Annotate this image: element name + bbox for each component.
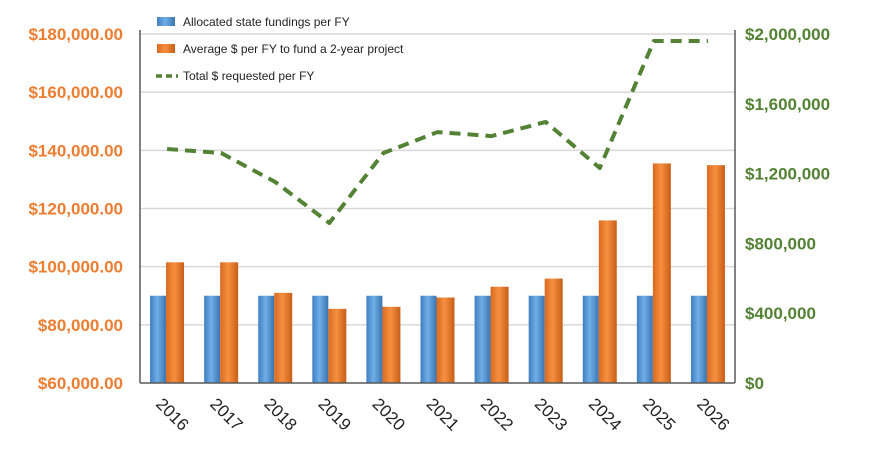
bar-average-2023 bbox=[544, 278, 563, 383]
right-axis-tick-label: $0 bbox=[745, 374, 764, 393]
legend-label: Average $ per FY to fund a 2-year projec… bbox=[183, 42, 404, 56]
x-axis-tick-label: 2018 bbox=[260, 394, 300, 434]
bar-allocated-2023 bbox=[528, 295, 545, 383]
right-axis-tick-label: $1,600,000 bbox=[745, 95, 830, 114]
bar-allocated-2024 bbox=[582, 295, 599, 383]
bar-average-2026 bbox=[706, 165, 725, 383]
legend-swatch-allocated bbox=[157, 17, 175, 26]
left-axis-tick-label: $140,000.00 bbox=[28, 141, 123, 160]
bar-allocated-2026 bbox=[690, 295, 707, 383]
left-axis-tick-label: $60,000.00 bbox=[38, 374, 123, 393]
bar-average-2021 bbox=[436, 297, 455, 383]
bar-average-2018 bbox=[274, 292, 293, 383]
legend-label: Total $ requested per FY bbox=[183, 69, 314, 83]
left-axis-tick-label: $120,000.00 bbox=[28, 200, 123, 219]
x-axis-tick-label: 2024 bbox=[585, 394, 625, 434]
bar-average-2022 bbox=[490, 286, 509, 383]
bar-allocated-2019 bbox=[312, 295, 329, 383]
left-axis-tick-label: $160,000.00 bbox=[28, 83, 123, 102]
bar-average-2019 bbox=[328, 308, 347, 383]
legend-label: Allocated state fundings per FY bbox=[183, 15, 350, 29]
right-axis-tick-label: $2,000,000 bbox=[745, 25, 830, 44]
left-axis-tick-label: $100,000.00 bbox=[28, 258, 123, 277]
bar-allocated-2021 bbox=[420, 295, 437, 383]
right-axis-tick-label: $800,000 bbox=[745, 234, 816, 253]
bar-allocated-2016 bbox=[150, 295, 167, 383]
x-axis-tick-label: 2016 bbox=[152, 394, 192, 434]
x-axis-tick-label: 2019 bbox=[314, 394, 354, 434]
bar-average-2016 bbox=[166, 262, 185, 383]
bar-allocated-2022 bbox=[474, 295, 491, 383]
bar-average-2020 bbox=[382, 306, 401, 383]
total-requested-line bbox=[166, 38, 708, 225]
x-axis-tick-label: 2021 bbox=[423, 394, 463, 434]
left-axis-tick-label: $180,000.00 bbox=[28, 25, 123, 44]
legend-swatch-average bbox=[157, 44, 175, 53]
bar-average-2024 bbox=[598, 220, 617, 383]
bar-average-2025 bbox=[652, 163, 671, 383]
bar-allocated-2025 bbox=[636, 295, 653, 383]
right-axis-tick-label: $400,000 bbox=[745, 304, 816, 323]
bar-average-2017 bbox=[220, 262, 239, 383]
bar-allocated-2020 bbox=[366, 295, 383, 383]
bar-allocated-2017 bbox=[204, 295, 221, 383]
x-axis-tick-label: 2023 bbox=[531, 394, 571, 434]
x-axis-tick-label: 2022 bbox=[477, 394, 517, 434]
left-axis-tick-label: $80,000.00 bbox=[38, 316, 123, 335]
right-axis-tick-label: $1,200,000 bbox=[745, 165, 830, 184]
x-axis-tick-label: 2025 bbox=[639, 394, 679, 434]
bar-allocated-2018 bbox=[258, 295, 275, 383]
x-axis-tick-label: 2020 bbox=[369, 394, 409, 434]
x-axis-tick-label: 2026 bbox=[693, 394, 733, 434]
x-axis-tick-label: 2017 bbox=[206, 394, 246, 434]
